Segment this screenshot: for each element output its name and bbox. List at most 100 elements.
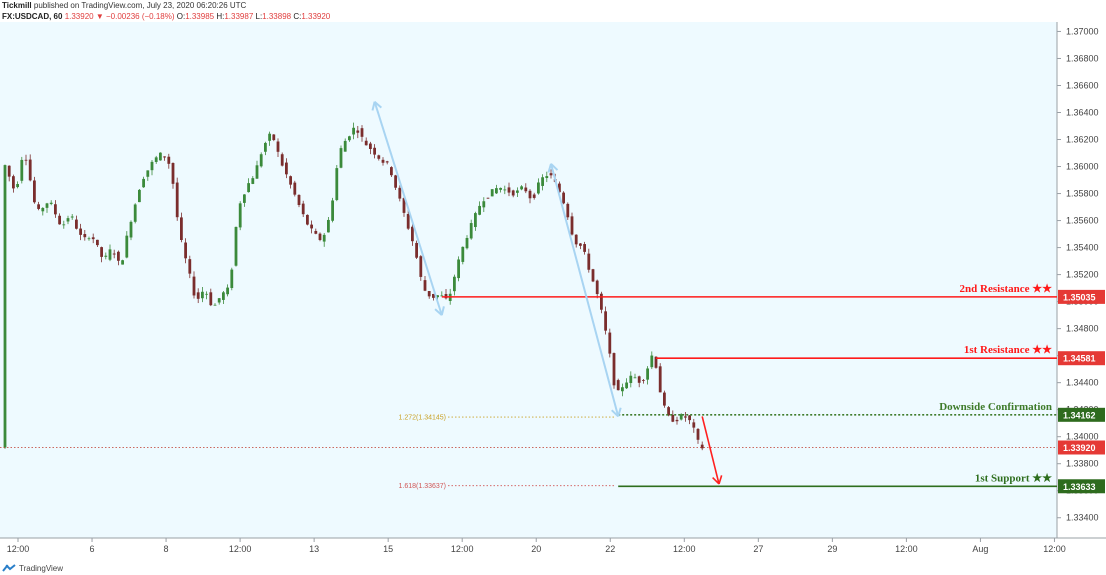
level-label: Downside Confirmation: [939, 401, 1052, 413]
candle-body: [406, 214, 410, 229]
candle-body: [3, 165, 7, 448]
high-value: 1.33987: [224, 12, 254, 21]
candle-body: [377, 155, 381, 159]
y-tick-label: 1.34000: [1066, 432, 1099, 442]
candle-body: [104, 255, 108, 257]
current-price-tag: [1058, 440, 1105, 455]
candle-body: [100, 247, 103, 257]
candle-body: [201, 291, 204, 299]
candle-body: [171, 163, 175, 184]
candle-body: [373, 147, 376, 155]
publish-text: published on TradingView.com, July 23, 2…: [33, 1, 247, 10]
x-tick-label: 8: [164, 544, 169, 554]
x-tick-label: 12:00: [673, 544, 696, 554]
candle-body: [545, 176, 549, 179]
candle-body: [91, 237, 95, 240]
y-tick-label: 1.36800: [1066, 53, 1099, 63]
candle-body: [41, 207, 45, 212]
candle-body: [301, 203, 305, 215]
candle-body: [516, 190, 519, 193]
price-chart[interactable]: 1.37000 1.36800 1.36600 1.36400 1.36200 1.360…: [0, 0, 1106, 560]
candle-body: [616, 380, 620, 391]
level-label: 1st Support ★★: [975, 472, 1052, 484]
candle-body: [511, 190, 515, 196]
candle-body: [213, 304, 217, 306]
candle-body: [700, 444, 704, 449]
candle-body: [314, 230, 318, 234]
candle-body: [285, 162, 288, 175]
candle-body: [457, 259, 460, 279]
level-price-label: 1.33633: [1063, 482, 1096, 492]
candle-body: [478, 205, 481, 215]
y-tick-label: 1.35200: [1066, 270, 1099, 280]
candle-body: [587, 253, 591, 270]
trend-arrow-tail: [371, 101, 376, 111]
trend-arrow-head: [440, 306, 445, 316]
level-price-label: 1.35035: [1063, 292, 1096, 302]
candle-body: [306, 214, 309, 225]
candle-body: [322, 234, 326, 242]
low-label: L:: [255, 12, 263, 21]
candle-body: [154, 157, 158, 162]
candle-body: [33, 180, 36, 203]
chart-header: Tickmill published on TradingView.com, J…: [2, 0, 1102, 23]
publisher-name: Tickmill: [2, 1, 32, 10]
candle-body: [108, 249, 112, 260]
candle-body: [570, 216, 574, 235]
candle-body: [608, 332, 612, 354]
candle-body: [138, 189, 141, 203]
candle-body: [566, 203, 570, 218]
candle-body: [558, 183, 561, 193]
candle-body: [339, 148, 343, 168]
candle-body: [532, 194, 536, 198]
candle-body: [217, 298, 221, 303]
candle-body: [259, 154, 263, 167]
x-tick-label: 12:00: [7, 544, 30, 554]
candle-body: [381, 159, 385, 163]
candle-body: [163, 156, 166, 158]
candle-body: [507, 187, 511, 193]
candle-body: [432, 293, 435, 298]
candle-body: [276, 141, 280, 152]
candle-body: [129, 221, 133, 238]
candle-body: [490, 189, 494, 197]
candle-body: [402, 198, 406, 213]
y-tick-label: 1.35400: [1066, 243, 1099, 253]
y-tick-label: 1.37000: [1066, 26, 1099, 36]
fib-level-label: 1.618(1.33637): [399, 483, 446, 490]
candle-body: [621, 387, 624, 392]
x-tick-label: 12:00: [895, 544, 918, 554]
candle-body: [654, 356, 658, 368]
candle-body: [318, 233, 322, 240]
candle-body: [398, 187, 402, 199]
open-label: O:: [176, 12, 186, 21]
candle-body: [633, 377, 637, 379]
y-tick-label: 1.36400: [1066, 108, 1099, 118]
candle-body: [637, 376, 641, 383]
level-price-tag: [1058, 289, 1105, 304]
candle-body: [537, 182, 540, 194]
trend-arrow-head: [434, 308, 443, 316]
candle-body: [75, 219, 78, 229]
candle-body: [264, 142, 267, 152]
candle-body: [192, 276, 196, 296]
y-tick-label: 1.36200: [1066, 135, 1099, 145]
candle-body: [675, 419, 679, 422]
candle-body: [133, 204, 137, 222]
high-label: H:: [216, 12, 225, 21]
candle-body: [650, 355, 654, 368]
candle-body: [70, 216, 74, 218]
x-tick-label: 15: [383, 544, 393, 554]
candle-body: [625, 382, 628, 389]
candle-body: [427, 291, 431, 297]
trend-arrow-head: [617, 407, 622, 417]
candle-body: [16, 184, 19, 188]
candle-body: [658, 366, 662, 393]
x-tick-label: 12:00: [451, 544, 474, 554]
candle-body: [528, 190, 532, 199]
candle-body: [348, 136, 351, 141]
fib-level-label: 1.272(1.34145): [399, 415, 446, 422]
candle-body: [255, 165, 259, 179]
x-tick-label: 29: [827, 544, 837, 554]
trend-arrow-tail: [373, 100, 383, 109]
